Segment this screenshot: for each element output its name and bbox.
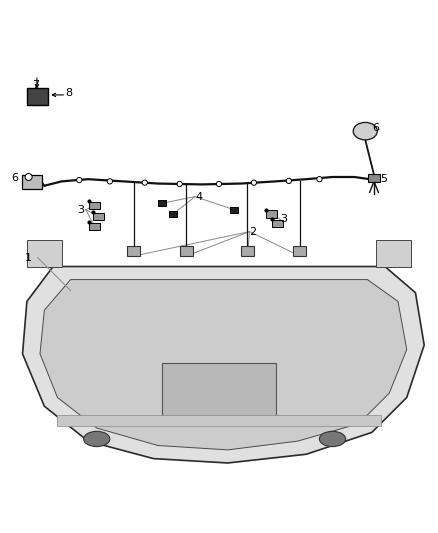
Circle shape (251, 180, 257, 185)
Bar (162, 362, 276, 419)
Ellipse shape (84, 431, 110, 447)
Polygon shape (40, 280, 407, 450)
Bar (89, 223, 100, 230)
Text: 7: 7 (32, 80, 39, 90)
Bar (368, 174, 380, 182)
Bar (169, 211, 177, 217)
Circle shape (317, 176, 322, 182)
Bar (266, 211, 277, 218)
Bar (22, 175, 42, 189)
Bar (89, 201, 100, 209)
Circle shape (107, 179, 113, 184)
Circle shape (25, 174, 32, 181)
Bar (241, 246, 254, 256)
Circle shape (177, 181, 182, 187)
Bar (127, 246, 141, 256)
Text: 1: 1 (25, 253, 32, 263)
Text: 3: 3 (77, 205, 84, 215)
Ellipse shape (319, 431, 346, 447)
Text: 2: 2 (250, 227, 257, 237)
Text: 4: 4 (195, 192, 202, 201)
Bar (230, 207, 238, 213)
Bar (158, 200, 166, 206)
Polygon shape (27, 240, 62, 266)
Circle shape (142, 180, 148, 185)
Circle shape (286, 179, 291, 183)
Text: 8: 8 (65, 88, 72, 98)
Text: 5: 5 (381, 174, 388, 184)
Ellipse shape (353, 123, 377, 140)
Text: 3: 3 (280, 214, 287, 224)
Circle shape (216, 181, 222, 187)
Bar (57, 415, 381, 426)
Polygon shape (376, 240, 411, 266)
Text: 6: 6 (373, 123, 380, 133)
Polygon shape (22, 266, 424, 463)
Bar (93, 213, 104, 220)
Bar (272, 220, 283, 228)
Text: 6: 6 (12, 173, 18, 183)
Bar (27, 88, 48, 104)
Circle shape (77, 177, 82, 183)
Bar (293, 246, 306, 256)
Bar (180, 246, 193, 256)
